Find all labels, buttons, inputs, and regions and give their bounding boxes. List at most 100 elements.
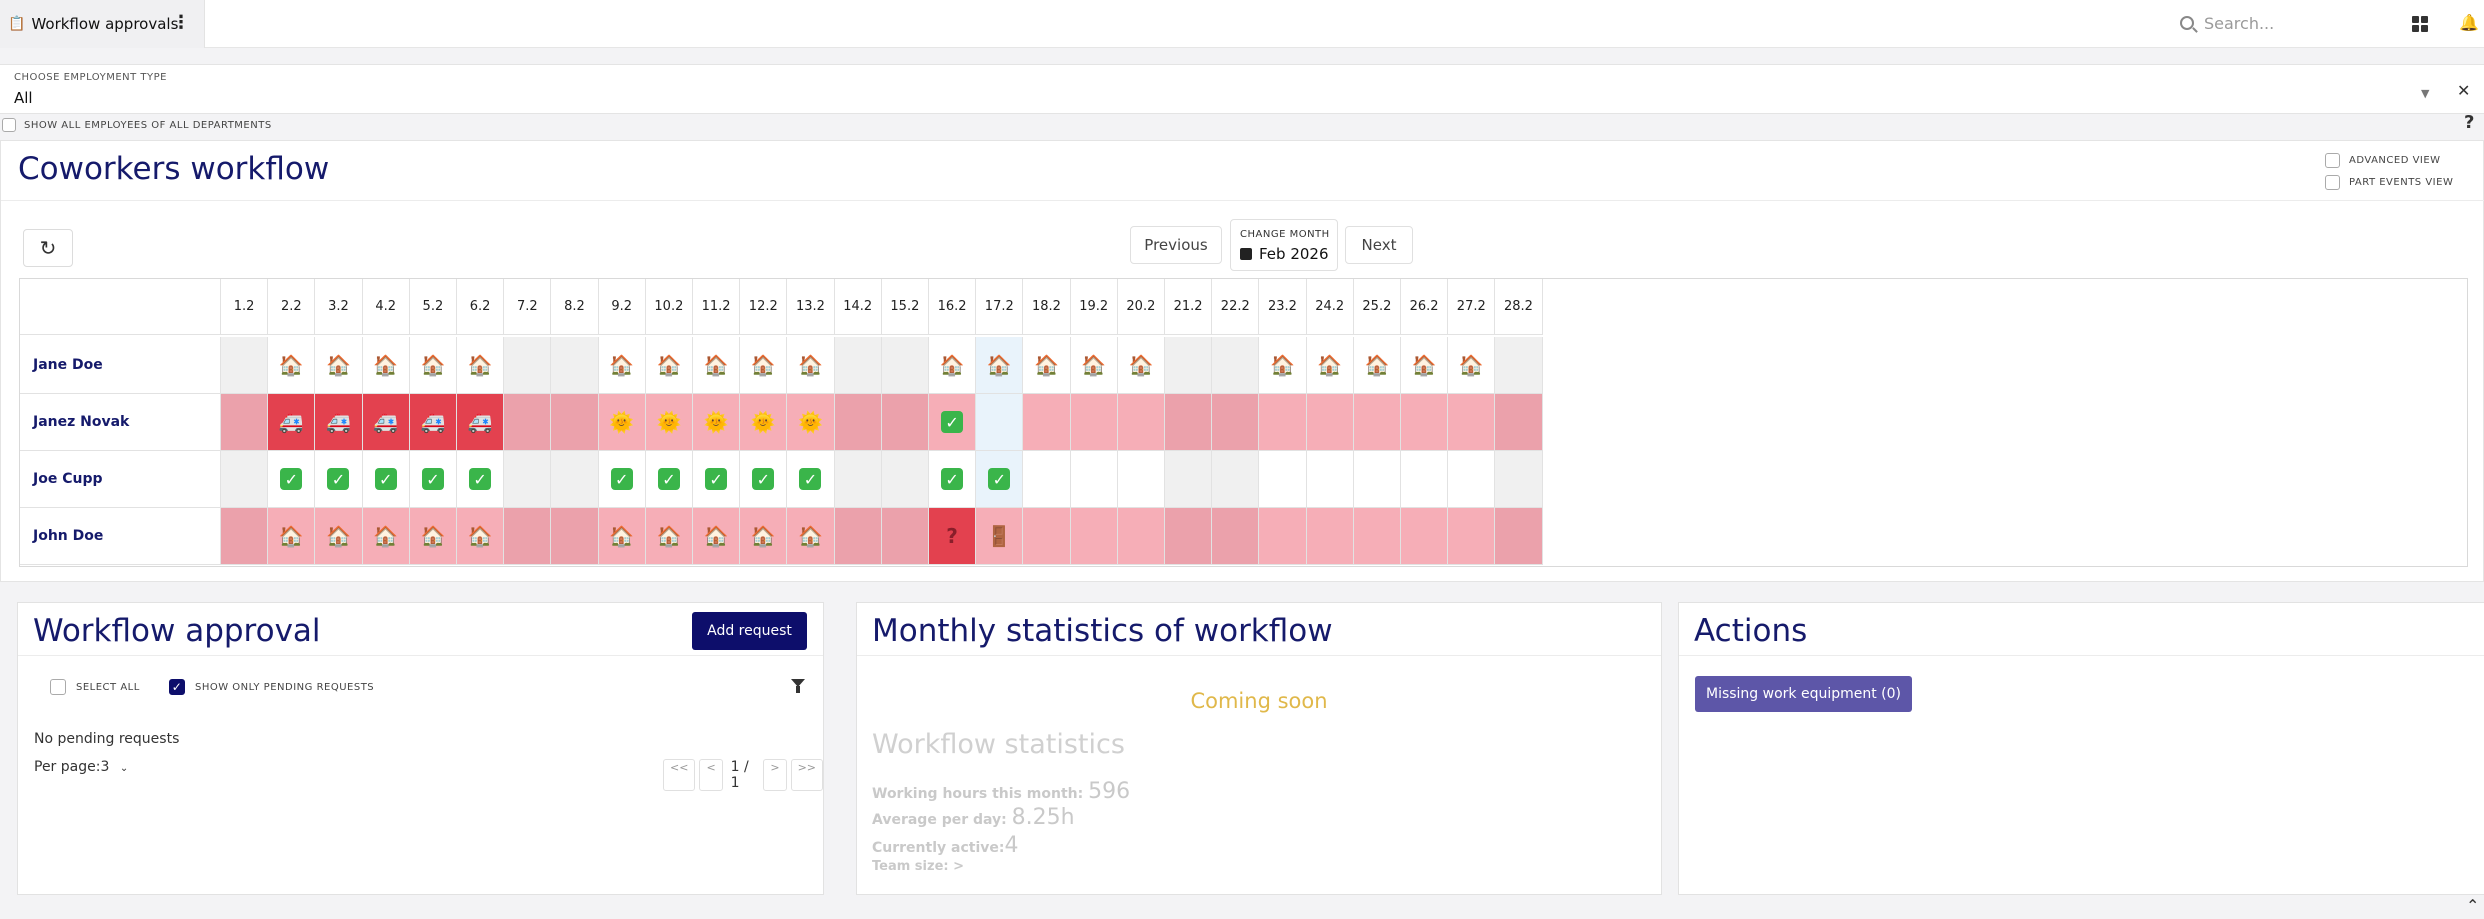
bell-icon[interactable]: 🔔 (2459, 13, 2479, 32)
day-cell[interactable]: 🏠 (268, 508, 316, 565)
day-cell[interactable] (881, 508, 929, 565)
checkbox[interactable] (2, 118, 16, 132)
day-cell[interactable] (1306, 394, 1354, 451)
day-cell[interactable] (1353, 508, 1401, 565)
employee-name[interactable]: Janez Novak (20, 394, 221, 451)
day-cell[interactable] (1070, 508, 1118, 565)
next-page-button[interactable]: > (763, 759, 787, 791)
close-icon[interactable]: ✕ (2457, 81, 2471, 100)
day-cell[interactable] (1259, 394, 1307, 451)
day-cell[interactable] (834, 451, 882, 508)
day-cell[interactable]: 🏠 (315, 508, 363, 565)
show-all-employees-checkbox[interactable]: SHOW ALL EMPLOYEES OF ALL DEPARTMENTS (2, 118, 272, 132)
day-cell[interactable]: 🏠 (315, 337, 363, 394)
day-cell[interactable] (504, 394, 552, 451)
employee-name[interactable]: Jane Doe (20, 337, 221, 394)
day-cell[interactable] (1448, 451, 1496, 508)
checkbox[interactable] (2325, 153, 2340, 168)
day-cell[interactable] (221, 508, 269, 565)
search-box[interactable]: Search... (2180, 8, 2400, 38)
day-cell[interactable]: 🏠 (457, 337, 505, 394)
day-cell[interactable]: 🏠 (1117, 337, 1165, 394)
checkbox-checked[interactable]: ✓ (169, 679, 185, 695)
part-events-view-checkbox[interactable]: PART EVENTS VIEW (2325, 175, 2453, 190)
day-cell[interactable] (504, 508, 552, 565)
day-cell[interactable] (551, 451, 599, 508)
day-cell[interactable]: ✓ (929, 394, 977, 451)
day-cell[interactable]: 🏠 (976, 337, 1024, 394)
day-cell[interactable] (1117, 451, 1165, 508)
day-cell[interactable]: 🏠 (1353, 337, 1401, 394)
day-cell[interactable]: ✓ (976, 451, 1024, 508)
day-cell[interactable]: ✓ (645, 451, 693, 508)
employment-type-select[interactable]: CHOOSE EMPLOYMENT TYPE All ▼ ✕ (0, 64, 2484, 114)
day-cell[interactable] (834, 508, 882, 565)
day-cell[interactable] (1495, 394, 1543, 451)
day-cell[interactable] (1165, 394, 1213, 451)
day-cell[interactable]: 🚪 (976, 508, 1024, 565)
day-cell[interactable] (1353, 394, 1401, 451)
day-cell[interactable]: 🚑 (268, 394, 316, 451)
day-cell[interactable] (1448, 508, 1496, 565)
day-cell[interactable] (221, 451, 269, 508)
prev-page-button[interactable]: < (699, 759, 723, 791)
employee-name[interactable]: Joe Cupp (20, 451, 221, 508)
tab-workflow-approvals[interactable]: 📋 Workflow approvals ⋮ (0, 0, 205, 48)
advanced-view-checkbox[interactable]: ADVANCED VIEW (2325, 153, 2441, 168)
select-all-checkbox[interactable]: SELECT ALL (50, 679, 140, 695)
day-cell[interactable] (1023, 508, 1071, 565)
day-cell[interactable] (1023, 394, 1071, 451)
day-cell[interactable]: 🏠 (362, 337, 410, 394)
day-cell[interactable]: 🏠 (1448, 337, 1496, 394)
day-cell[interactable] (1353, 451, 1401, 508)
day-cell[interactable]: 🌞 (598, 394, 646, 451)
day-cell[interactable]: 🏠 (740, 337, 788, 394)
day-cell[interactable]: 🏠 (457, 508, 505, 565)
day-cell[interactable]: ✓ (693, 451, 741, 508)
day-cell[interactable]: ✓ (787, 451, 835, 508)
day-cell[interactable]: 🏠 (1259, 337, 1307, 394)
day-cell[interactable]: 🚑 (315, 394, 363, 451)
day-cell[interactable] (1306, 508, 1354, 565)
day-cell[interactable] (221, 337, 269, 394)
day-cell[interactable] (1495, 508, 1543, 565)
day-cell[interactable]: ✓ (598, 451, 646, 508)
day-cell[interactable]: 🚑 (409, 394, 457, 451)
day-cell[interactable]: 🌞 (645, 394, 693, 451)
day-cell[interactable] (1070, 451, 1118, 508)
add-request-button[interactable]: Add request (692, 612, 807, 650)
day-cell[interactable] (881, 451, 929, 508)
day-cell[interactable] (1212, 337, 1260, 394)
month-value[interactable]: Feb 2026 (1240, 245, 1329, 263)
kebab-menu-icon[interactable]: ⋮ (172, 12, 190, 33)
day-cell[interactable]: 🏠 (929, 337, 977, 394)
day-cell[interactable] (1212, 508, 1260, 565)
checkbox[interactable] (50, 679, 66, 695)
day-cell[interactable]: 🌞 (740, 394, 788, 451)
day-cell[interactable] (834, 394, 882, 451)
team-size-value[interactable]: > (953, 859, 965, 874)
last-page-button[interactable]: >> (790, 759, 823, 791)
day-cell[interactable]: 🏠 (1070, 337, 1118, 394)
day-cell[interactable]: 🏠 (1023, 337, 1071, 394)
day-cell[interactable]: 🏠 (740, 508, 788, 565)
day-cell[interactable] (221, 394, 269, 451)
day-cell[interactable] (551, 337, 599, 394)
day-cell[interactable]: 🏠 (1401, 337, 1449, 394)
day-cell[interactable] (1070, 394, 1118, 451)
day-cell[interactable]: 🏠 (787, 508, 835, 565)
previous-button[interactable]: Previous (1130, 226, 1222, 264)
day-cell[interactable] (1401, 508, 1449, 565)
day-cell[interactable] (1306, 451, 1354, 508)
day-cell[interactable] (1117, 394, 1165, 451)
day-cell[interactable] (1165, 508, 1213, 565)
day-cell[interactable]: 🌞 (787, 394, 835, 451)
missing-work-equipment-button[interactable]: Missing work equipment (0) (1695, 676, 1912, 712)
employment-type-value[interactable]: All (14, 89, 33, 107)
refresh-icon[interactable]: ↻ (23, 229, 73, 267)
per-page-select[interactable]: Per page:3 ⌄ (34, 759, 128, 775)
day-cell[interactable]: 🏠 (645, 508, 693, 565)
day-cell[interactable]: 🏠 (268, 337, 316, 394)
day-cell[interactable]: ✓ (457, 451, 505, 508)
day-cell[interactable] (1495, 337, 1543, 394)
